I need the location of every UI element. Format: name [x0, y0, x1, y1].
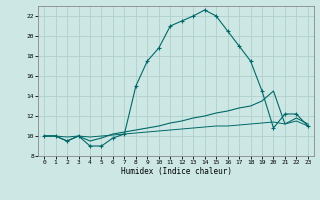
- X-axis label: Humidex (Indice chaleur): Humidex (Indice chaleur): [121, 167, 231, 176]
